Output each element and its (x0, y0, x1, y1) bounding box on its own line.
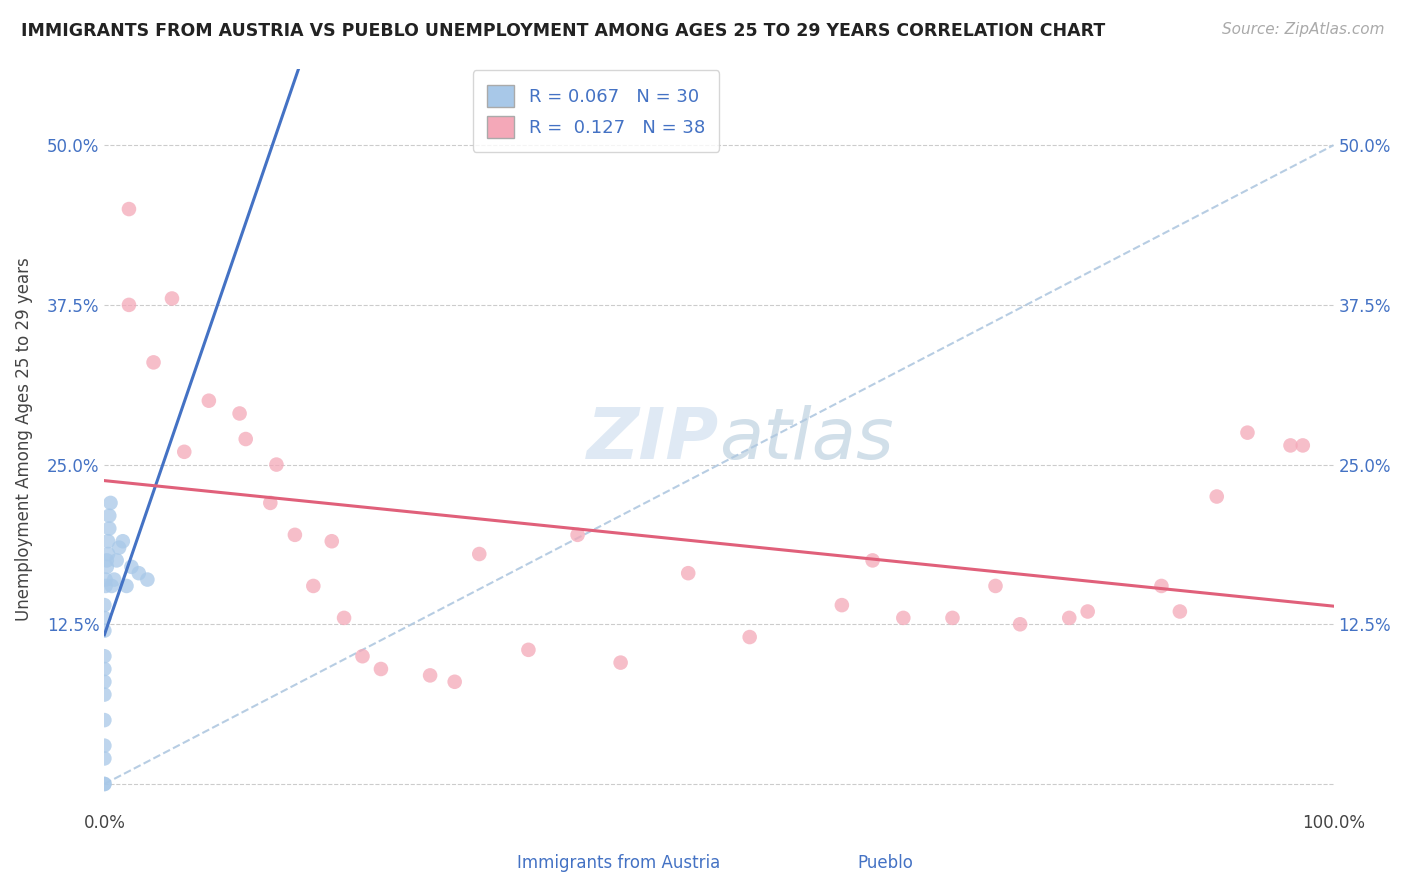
Point (1010, 617, 1032, 632)
Point (98, 521, 121, 535)
Point (266, 458, 288, 472)
Point (93, 739, 115, 753)
Point (93, 598, 115, 612)
Point (100, 496, 122, 510)
Point (302, 579, 325, 593)
Point (93, 611, 115, 625)
Point (419, 668, 441, 682)
Point (96, 553, 118, 567)
Point (1236, 425, 1258, 440)
Text: Pueblo: Pueblo (858, 855, 914, 872)
Point (1168, 605, 1191, 619)
Point (370, 662, 392, 676)
Point (93, 751, 115, 765)
Point (93, 777, 115, 791)
Point (738, 630, 761, 644)
Point (198, 393, 221, 408)
Point (93, 688, 115, 702)
Point (160, 292, 183, 306)
Point (984, 579, 1007, 593)
Point (259, 496, 281, 510)
Point (1205, 490, 1227, 504)
Point (136, 573, 159, 587)
Point (93, 777, 115, 791)
Point (96, 559, 118, 574)
Point (468, 547, 491, 561)
Point (1279, 438, 1302, 452)
Point (93, 624, 115, 638)
Point (103, 573, 125, 587)
Text: ZIP: ZIP (586, 405, 718, 474)
Point (105, 553, 128, 567)
Point (118, 298, 141, 312)
Point (118, 202, 141, 216)
Point (93, 713, 115, 727)
Point (98, 508, 121, 523)
Point (284, 528, 307, 542)
Point (120, 559, 142, 574)
Y-axis label: Unemployment Among Ages 25 to 29 years: Unemployment Among Ages 25 to 29 years (15, 257, 32, 621)
Point (831, 598, 853, 612)
Legend: R = 0.067   N = 30, R =  0.127   N = 38: R = 0.067 N = 30, R = 0.127 N = 38 (472, 70, 720, 153)
Point (94, 579, 117, 593)
Text: Immigrants from Austria: Immigrants from Austria (517, 855, 720, 872)
Point (891, 611, 914, 625)
Point (115, 579, 138, 593)
Point (142, 355, 165, 369)
Text: IMMIGRANTS FROM AUSTRIA VS PUEBLO UNEMPLOYMENT AMONG AGES 25 TO 29 YEARS CORRELA: IMMIGRANTS FROM AUSTRIA VS PUEBLO UNEMPL… (21, 22, 1105, 40)
Point (862, 553, 884, 567)
Point (567, 528, 589, 542)
Point (228, 407, 250, 421)
Point (1292, 438, 1315, 452)
Point (97, 534, 120, 549)
Point (173, 445, 195, 459)
Point (333, 611, 356, 625)
Text: atlas: atlas (718, 405, 894, 474)
Point (517, 643, 540, 657)
Point (352, 649, 374, 664)
Point (93, 662, 115, 676)
Point (609, 656, 631, 670)
Point (93, 649, 115, 664)
Point (111, 534, 134, 549)
Point (1077, 605, 1099, 619)
Point (97, 547, 120, 561)
Point (93, 674, 115, 689)
Text: Source: ZipAtlas.com: Source: ZipAtlas.com (1222, 22, 1385, 37)
Point (676, 566, 699, 581)
Point (1150, 579, 1173, 593)
Point (108, 541, 131, 555)
Point (94, 573, 117, 587)
Point (235, 432, 257, 446)
Point (100, 579, 122, 593)
Point (321, 534, 343, 549)
Point (128, 566, 150, 581)
Point (1057, 611, 1080, 625)
Point (443, 674, 465, 689)
Point (941, 611, 963, 625)
